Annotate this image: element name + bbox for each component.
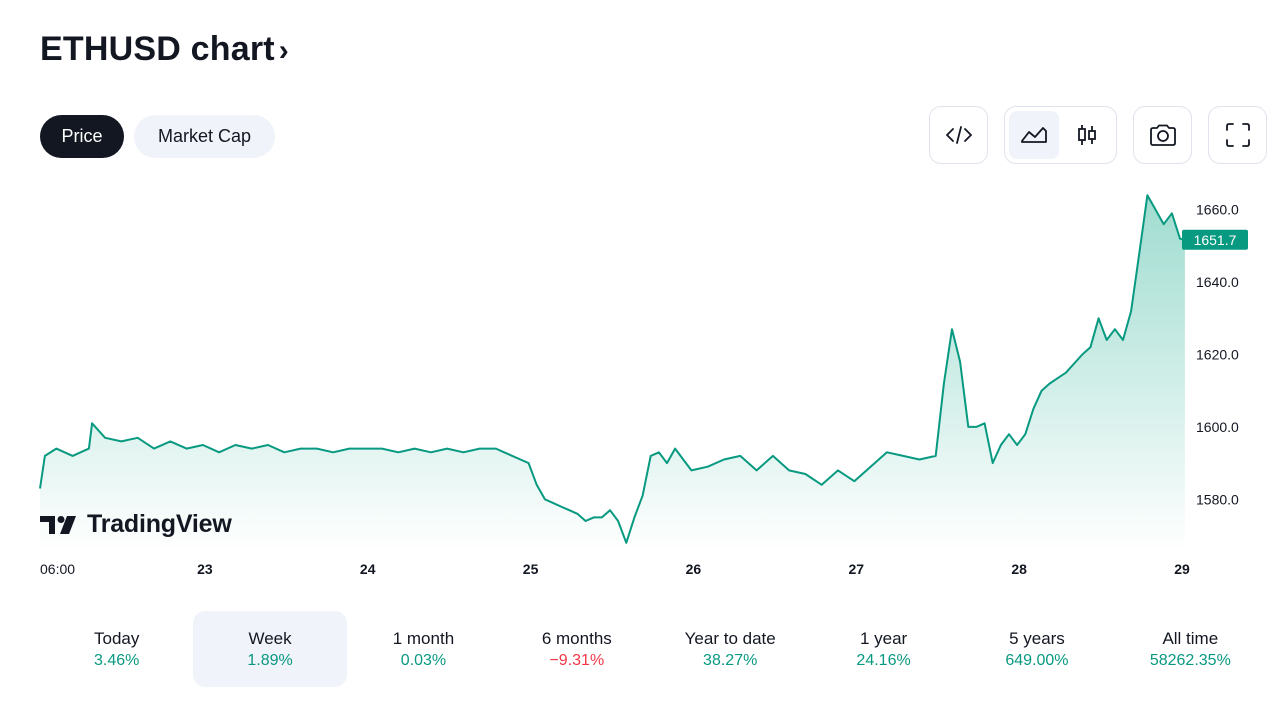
x-tick-label: 26 <box>686 561 702 577</box>
area-chart-icon <box>1021 127 1047 143</box>
chevron-right-icon: › <box>278 33 289 67</box>
period-6-months[interactable]: 6 months −9.31% <box>500 611 653 687</box>
tradingview-logo-text: TradingView <box>87 510 232 538</box>
area-style-button[interactable] <box>1009 111 1059 159</box>
period-1-year[interactable]: 1 year 24.16% <box>807 611 960 687</box>
period-label: Week <box>248 628 292 648</box>
period-change: 649.00% <box>1005 651 1069 669</box>
fullscreen-icon <box>1225 123 1250 147</box>
period-5-years[interactable]: 5 years 649.00% <box>960 611 1113 687</box>
price-chart[interactable]: 1580.0 1600.0 1620.0 1640.0 1660.0 06:00 23 24… <box>0 180 1280 585</box>
y-tick-label: 1620.0 <box>1196 347 1239 363</box>
y-tick-label: 1600.0 <box>1196 419 1239 435</box>
period-label: Year to date <box>684 628 776 648</box>
chart-title-link[interactable]: ETHUSD chart › <box>40 30 289 69</box>
x-tick-label: 24 <box>360 561 376 577</box>
fullscreen-button[interactable] <box>1208 106 1267 164</box>
period-year-to-date[interactable]: Year to date 38.27% <box>654 611 807 687</box>
performance-periods: Today 3.46% Week 1.89% 1 month 0.03% 6 m… <box>40 611 1267 687</box>
period-all-time[interactable]: All time 58262.35% <box>1114 611 1267 687</box>
code-brackets-icon <box>945 126 972 144</box>
tradingview-logo: TradingView <box>40 510 232 539</box>
y-tick-label: 1640.0 <box>1196 274 1239 290</box>
x-tick-label: 06:00 <box>40 561 75 577</box>
x-tick-label: 25 <box>523 561 539 577</box>
period-label: 1 month <box>392 628 455 648</box>
candle-style-button[interactable] <box>1062 111 1112 159</box>
period-label: 5 years <box>1009 628 1065 648</box>
period-change: 0.03% <box>400 651 447 669</box>
period-label: All time <box>1162 628 1219 648</box>
chart-style-group <box>1004 106 1117 164</box>
page-title: ETHUSD chart <box>40 30 275 68</box>
tradingview-logo-icon <box>40 515 76 534</box>
period-change: 1.89% <box>247 651 293 669</box>
candlestick-icon <box>1078 125 1096 145</box>
period-label: 6 months <box>541 628 612 648</box>
period-label: Today <box>94 628 140 648</box>
last-price-label: 1651.7 <box>1194 232 1237 248</box>
last-price-tag <box>1182 229 1248 250</box>
period-change: 3.46% <box>94 651 140 669</box>
embed-button[interactable] <box>929 106 988 164</box>
period-change: −9.31% <box>549 651 605 669</box>
y-tick-label: 1580.0 <box>1196 491 1239 507</box>
period-week[interactable]: Week 1.89% <box>193 611 347 687</box>
period-change: 38.27% <box>703 651 758 669</box>
y-tick-label: 1660.0 <box>1196 202 1239 218</box>
price-area-fill <box>40 195 1185 550</box>
period-change: 58262.35% <box>1149 651 1231 669</box>
tab-price[interactable]: Price <box>40 115 124 158</box>
x-tick-label: 23 <box>197 561 213 577</box>
period-change: 24.16% <box>856 651 911 669</box>
x-tick-label: 28 <box>1011 561 1027 577</box>
price-series-line <box>39 194 1186 544</box>
camera-icon <box>1149 124 1176 146</box>
x-tick-label: 29 <box>1174 561 1190 577</box>
period-label: 1 year <box>859 628 908 648</box>
period-today[interactable]: Today 3.46% <box>40 611 193 687</box>
snapshot-button[interactable] <box>1133 106 1192 164</box>
period-1-month[interactable]: 1 month 0.03% <box>347 611 500 687</box>
x-tick-label: 27 <box>848 561 864 577</box>
tab-market-cap[interactable]: Market Cap <box>134 115 275 158</box>
